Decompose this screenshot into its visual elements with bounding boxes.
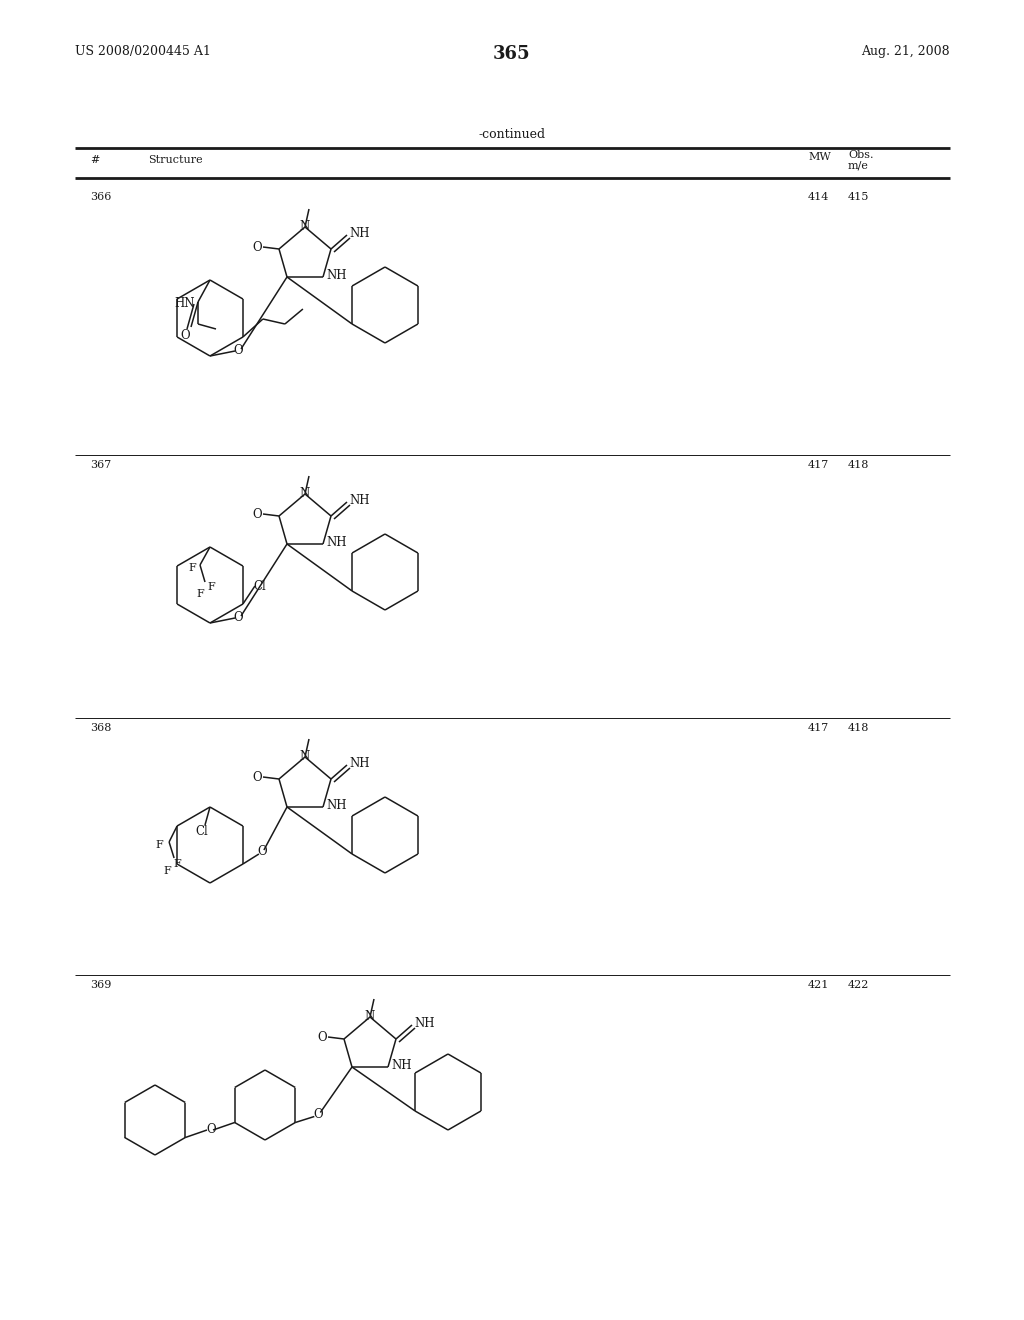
Text: O: O: [180, 329, 189, 342]
Text: 417: 417: [808, 723, 829, 733]
Text: US 2008/0200445 A1: US 2008/0200445 A1: [75, 45, 211, 58]
Text: MW: MW: [808, 152, 830, 162]
Text: N: N: [299, 487, 309, 500]
Text: O: O: [313, 1107, 323, 1121]
Text: O: O: [252, 242, 261, 253]
Text: F: F: [163, 866, 171, 876]
Text: 368: 368: [90, 723, 112, 733]
Text: 418: 418: [848, 723, 869, 733]
Text: F: F: [196, 589, 204, 599]
Text: HN: HN: [174, 297, 195, 310]
Text: F: F: [188, 564, 196, 573]
Text: N: N: [299, 220, 309, 234]
Text: F: F: [155, 840, 163, 850]
Text: #: #: [90, 154, 99, 165]
Text: NH: NH: [349, 756, 370, 770]
Text: N: N: [299, 750, 309, 763]
Text: NH: NH: [391, 1059, 412, 1072]
Text: O: O: [257, 845, 266, 858]
Text: 421: 421: [808, 979, 829, 990]
Text: N: N: [364, 1010, 374, 1023]
Text: O: O: [233, 611, 243, 624]
Text: NH: NH: [326, 799, 346, 812]
Text: 414: 414: [808, 191, 829, 202]
Text: 369: 369: [90, 979, 112, 990]
Text: 367: 367: [90, 459, 112, 470]
Text: O: O: [206, 1123, 216, 1137]
Text: 365: 365: [494, 45, 530, 63]
Text: NH: NH: [349, 494, 370, 507]
Text: NH: NH: [349, 227, 370, 240]
Text: Cl: Cl: [253, 579, 265, 593]
Text: Cl: Cl: [195, 825, 208, 838]
Text: O: O: [317, 1031, 327, 1044]
Text: -continued: -continued: [478, 128, 546, 141]
Text: O: O: [252, 508, 261, 521]
Text: NH: NH: [414, 1016, 434, 1030]
Text: O: O: [233, 345, 243, 356]
Text: m/e: m/e: [848, 161, 869, 172]
Text: NH: NH: [326, 536, 346, 549]
Text: 366: 366: [90, 191, 112, 202]
Text: 415: 415: [848, 191, 869, 202]
Text: Obs.: Obs.: [848, 150, 873, 160]
Text: 417: 417: [808, 459, 829, 470]
Text: 418: 418: [848, 459, 869, 470]
Text: F: F: [207, 582, 215, 591]
Text: F: F: [173, 859, 181, 869]
Text: 422: 422: [848, 979, 869, 990]
Text: O: O: [252, 771, 261, 784]
Text: Aug. 21, 2008: Aug. 21, 2008: [861, 45, 950, 58]
Text: NH: NH: [326, 269, 346, 282]
Text: Structure: Structure: [148, 154, 203, 165]
